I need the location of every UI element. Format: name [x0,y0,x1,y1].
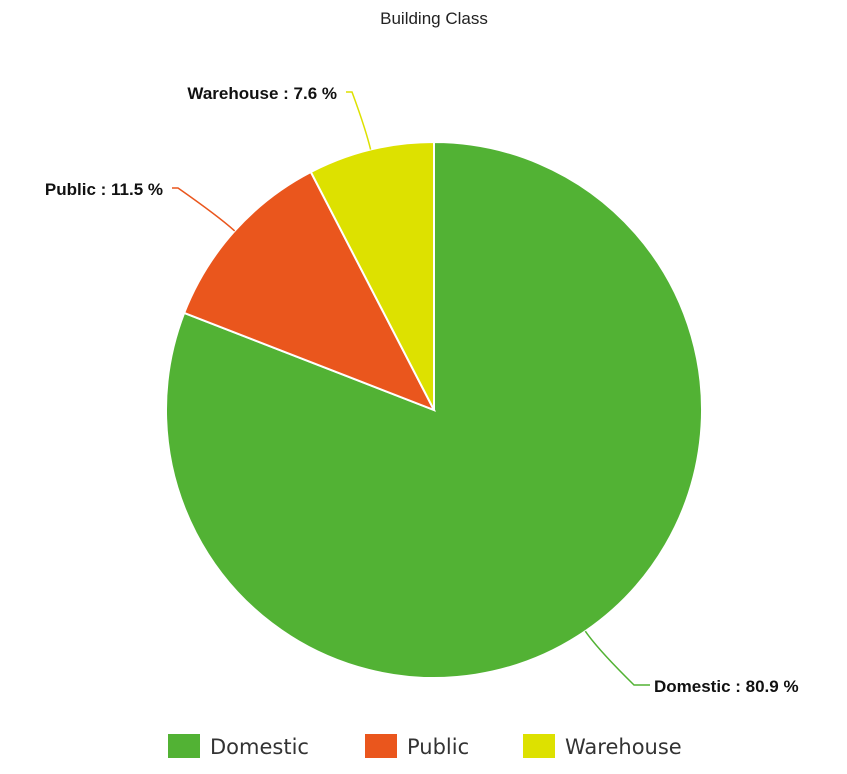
data-labels: Domestic : 80.9 % Public : 11.5 % Warehous… [45,84,799,696]
label-connector-warehouse [346,91,372,150]
label-connector-public [172,187,236,232]
data-label-domestic: Domestic : 80.9 % [654,677,799,696]
pie-slice-public[interactable] [182,170,437,412]
legend-label-public: Public [407,735,469,759]
data-label-warehouse: Warehouse : 7.6 % [187,84,337,103]
legend-item-warehouse[interactable]: Warehouse [523,734,682,759]
chart-title: Building Class [380,9,488,28]
legend-swatch-public [365,734,397,758]
legend-label-warehouse: Warehouse [565,735,682,759]
legend-item-public[interactable]: Public [365,734,469,759]
legend-swatch-warehouse [523,734,555,758]
pie-slice-warehouse[interactable] [309,140,435,411]
data-label-public: Public : 11.5 % [45,180,163,199]
legend-label-domestic: Domestic [210,735,309,759]
label-connector-domestic [584,630,650,686]
legend-swatch-domestic [168,734,200,758]
legend-item-domestic[interactable]: Domestic [168,734,309,759]
pie-slices [165,140,703,679]
legend: Domestic Public Warehouse [168,734,682,759]
